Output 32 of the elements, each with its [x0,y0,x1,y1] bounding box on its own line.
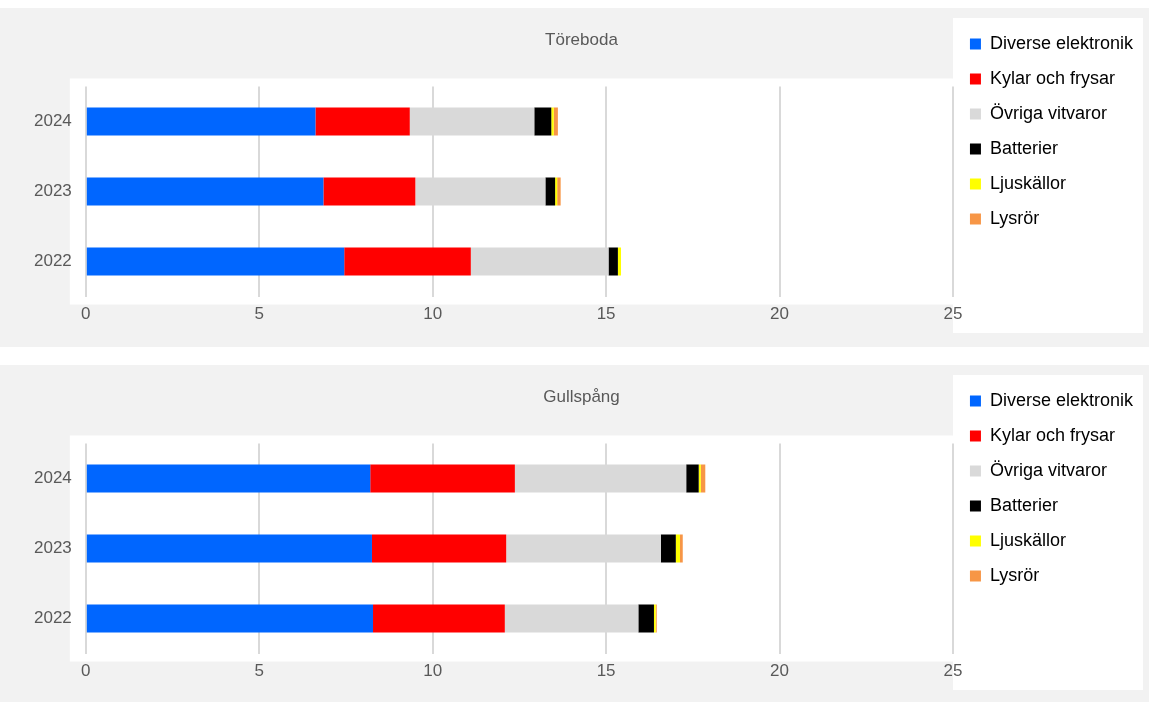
legend-label: Ljuskällor [989,529,1066,550]
legend-label: Ljuskällor [989,172,1066,193]
y-tick-label: 2022 [33,608,72,628]
legend-label: Lysrör [989,564,1040,585]
legend-label: Lysrör [989,207,1040,228]
x-tick-label: 5 [254,661,264,681]
legend-label: Batterier [989,494,1058,515]
legend-label: Kylar och frysar [989,67,1115,88]
x-tick-label: 15 [596,661,616,681]
x-tick-label: 0 [81,661,91,681]
x-tick-label: 25 [943,661,963,681]
legend-label: Diverse elektronik [989,389,1134,410]
legend-label: Övriga vitvaror [989,459,1107,480]
x-tick-label: 5 [254,304,264,324]
y-tick-label: 2024 [33,468,72,488]
y-tick-label: 2023 [33,181,72,201]
chart-title: Töreboda [545,29,619,49]
y-tick-label: 2024 [33,111,72,131]
x-tick-label: 20 [770,304,789,324]
x-tick-label: 15 [596,304,616,324]
legend-label: Batterier [989,137,1058,158]
x-tick-label: 10 [423,661,443,681]
x-tick-label: 0 [81,304,91,324]
legend-label: Diverse elektronik [989,32,1134,53]
x-tick-label: 10 [423,304,443,324]
chart-title: Gullspång [543,386,620,406]
y-tick-label: 2022 [33,251,72,271]
legend-label: Övriga vitvaror [989,102,1107,123]
legend-label: Kylar och frysar [989,424,1115,445]
x-tick-label: 20 [770,661,789,681]
y-tick-label: 2023 [33,538,72,558]
x-tick-label: 25 [943,304,963,324]
